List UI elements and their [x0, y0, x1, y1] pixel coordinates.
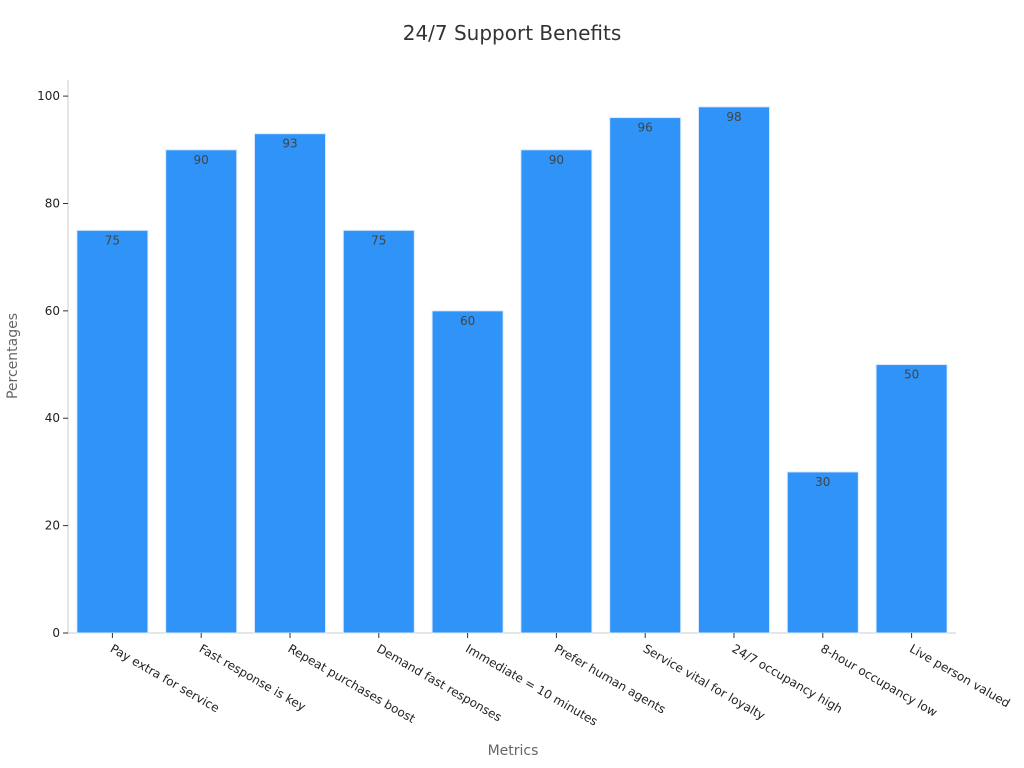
bar: [76, 229, 149, 634]
bar: [875, 364, 948, 634]
bar: [786, 471, 859, 634]
y-tick-label: 40: [45, 411, 60, 425]
y-tick-label: 100: [37, 89, 60, 103]
y-tick-label: 0: [52, 626, 60, 640]
y-tick-label: 20: [45, 519, 60, 533]
bar: [609, 117, 682, 634]
y-axis-title: Percentages: [5, 313, 21, 399]
bar-value-label: 30: [815, 475, 830, 489]
bar-value-label: 60: [460, 314, 475, 328]
bar: [165, 149, 238, 634]
bar-value-label: 93: [282, 137, 297, 151]
bars-group: [76, 106, 948, 634]
x-axis-title: Metrics: [488, 743, 539, 759]
bar: [697, 106, 771, 634]
bar-value-label: 90: [194, 153, 209, 167]
bar: [342, 229, 415, 634]
bar: [431, 310, 504, 634]
bar-labels-group: 75 90 93 75 60 90 96 98 30 50: [105, 110, 919, 489]
bar-value-label: 90: [549, 153, 564, 167]
bar-value-label: 96: [638, 121, 653, 135]
y-tick-label: 60: [45, 304, 60, 318]
y-axis-ticks: 0 20 40 60 80 100: [37, 89, 68, 640]
y-tick-label: 80: [45, 196, 60, 210]
bar-value-label: 75: [371, 233, 386, 247]
bar: [253, 133, 327, 634]
bar-value-label: 98: [726, 110, 741, 124]
bar-value-label: 75: [105, 233, 120, 247]
chart-title: 24/7 Support Benefits: [403, 21, 622, 45]
bar: [520, 149, 593, 634]
bar-value-label: 50: [904, 368, 919, 382]
